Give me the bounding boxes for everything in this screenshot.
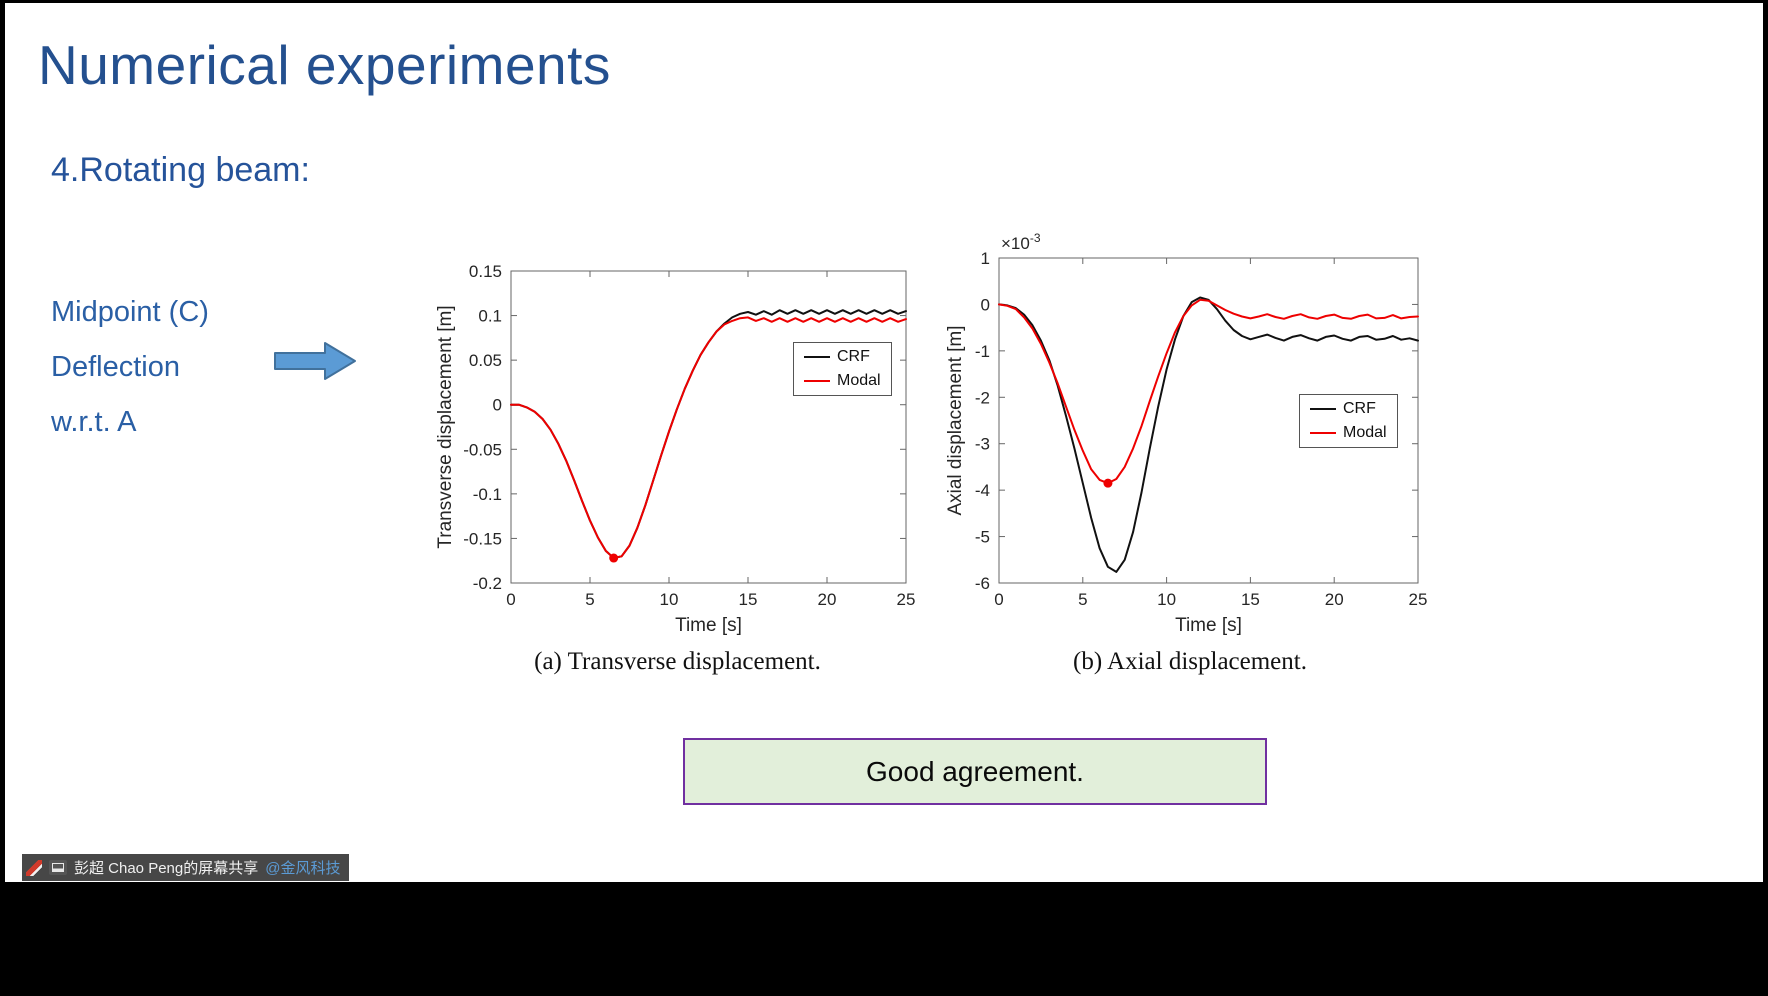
legend-transverse: CRF Modal <box>793 342 892 396</box>
y-tick-label: -6 <box>975 574 990 593</box>
bullet-deflection: Deflection <box>51 351 180 383</box>
share-bar-mention-link[interactable]: @金风科技 <box>265 860 341 877</box>
min-marker <box>1103 478 1113 488</box>
legend-entry-modal: Modal <box>1310 424 1387 442</box>
y-tick-label: 1 <box>981 249 990 268</box>
series-line-modal <box>510 316 907 559</box>
right-arrow-icon <box>273 341 357 381</box>
legend-line-sample <box>804 356 830 358</box>
conclusion-box: Good agreement. <box>683 738 1267 805</box>
y-tick-label: -3 <box>975 435 990 454</box>
slide: Numerical experiments 4.Rotating beam: M… <box>5 3 1763 882</box>
y-tick-label: -1 <box>975 342 990 361</box>
caption-transverse: (a) Transverse displacement. <box>534 648 821 675</box>
axis-offset-label: ×10-3 <box>1001 231 1041 253</box>
x-tick-label: 25 <box>1409 590 1428 609</box>
legend-label: Modal <box>1343 424 1387 441</box>
y-tick-label: -2 <box>975 388 990 407</box>
axial-displacement-chart: 0 5 10 15 20 25 1 0 -1 -2 -3 -4 -5 -6 Time [s] Axial di… <box>945 231 1435 641</box>
x-tick-label: 5 <box>1078 590 1087 609</box>
legend-entry-crf: CRF <box>1310 400 1387 418</box>
transverse-displacement-chart: 0 5 10 15 20 25 0.15 0.1 0.05 0 -0.05 -0.1 -0.15 -0.2… <box>435 258 920 648</box>
x-tick-label: 10 <box>1157 590 1176 609</box>
x-tick-label: 5 <box>585 590 594 609</box>
x-tick-label: 15 <box>1241 590 1260 609</box>
legend-line-sample <box>1310 408 1336 410</box>
legend-label: CRF <box>1343 400 1376 417</box>
legend-label: CRF <box>837 348 870 365</box>
x-tick-label: 0 <box>994 590 1003 609</box>
y-tick-label: 0.15 <box>469 262 502 281</box>
y-tick-label: -4 <box>975 481 990 500</box>
y-tick-label: 0 <box>493 396 502 415</box>
y-tick-label: 0 <box>981 295 990 314</box>
series-line-modal <box>998 298 1419 485</box>
y-tick-label: -0.2 <box>473 574 502 593</box>
x-tick-label: 20 <box>1325 590 1344 609</box>
section-heading: 4.Rotating beam: <box>51 151 310 189</box>
y-tick-label: -0.05 <box>463 440 502 459</box>
x-tick-label: 25 <box>897 590 916 609</box>
y-tick-label: -5 <box>975 528 990 547</box>
annotation-pen-icon[interactable] <box>26 859 42 876</box>
x-axis-label: Time [s] <box>675 615 742 636</box>
bullet-wrt-a: w.r.t. A <box>51 406 137 438</box>
y-axis-label: Transverse displacement [m] <box>435 305 456 548</box>
y-axis-label: Axial displacement [m] <box>945 325 966 515</box>
legend-label: Modal <box>837 372 881 389</box>
transverse-chart-plot: 0 5 10 15 20 25 0.15 0.1 0.05 0 -0.05 -0.1 -0.15 -0.2… <box>435 262 916 636</box>
x-tick-label: 15 <box>739 590 758 609</box>
plot-box <box>998 257 1419 584</box>
x-axis-label: Time [s] <box>1175 615 1242 636</box>
plot-box <box>510 270 907 584</box>
page-title: Numerical experiments <box>38 34 611 96</box>
screen-share-indicator[interactable]: 彭超 Chao Peng的屏幕共享 @金风科技 <box>22 854 350 881</box>
bullet-list: Midpoint (C) Deflection w.r.t. A <box>51 285 209 450</box>
legend-entry-crf: CRF <box>804 348 881 366</box>
min-marker <box>609 553 619 563</box>
x-tick-label: 20 <box>818 590 837 609</box>
y-tick-label: 0.05 <box>469 351 502 370</box>
x-tick-label: 10 <box>660 590 679 609</box>
y-tick-label: -0.15 <box>463 529 502 548</box>
legend-entry-modal: Modal <box>804 372 881 390</box>
legend-line-sample <box>804 380 830 382</box>
share-bar-text: 彭超 Chao Peng的屏幕共享 <box>74 860 259 877</box>
caption-axial: (b) Axial displacement. <box>1073 648 1307 675</box>
bullet-midpoint: Midpoint (C) <box>51 296 209 328</box>
legend-line-sample <box>1310 432 1336 434</box>
x-tick-label: 0 <box>506 590 515 609</box>
y-tick-label: 0.1 <box>478 307 502 326</box>
legend-axial: CRF Modal <box>1299 394 1398 448</box>
y-tick-label: -0.1 <box>473 485 502 504</box>
screen-thumbnail-icon[interactable] <box>49 860 67 875</box>
